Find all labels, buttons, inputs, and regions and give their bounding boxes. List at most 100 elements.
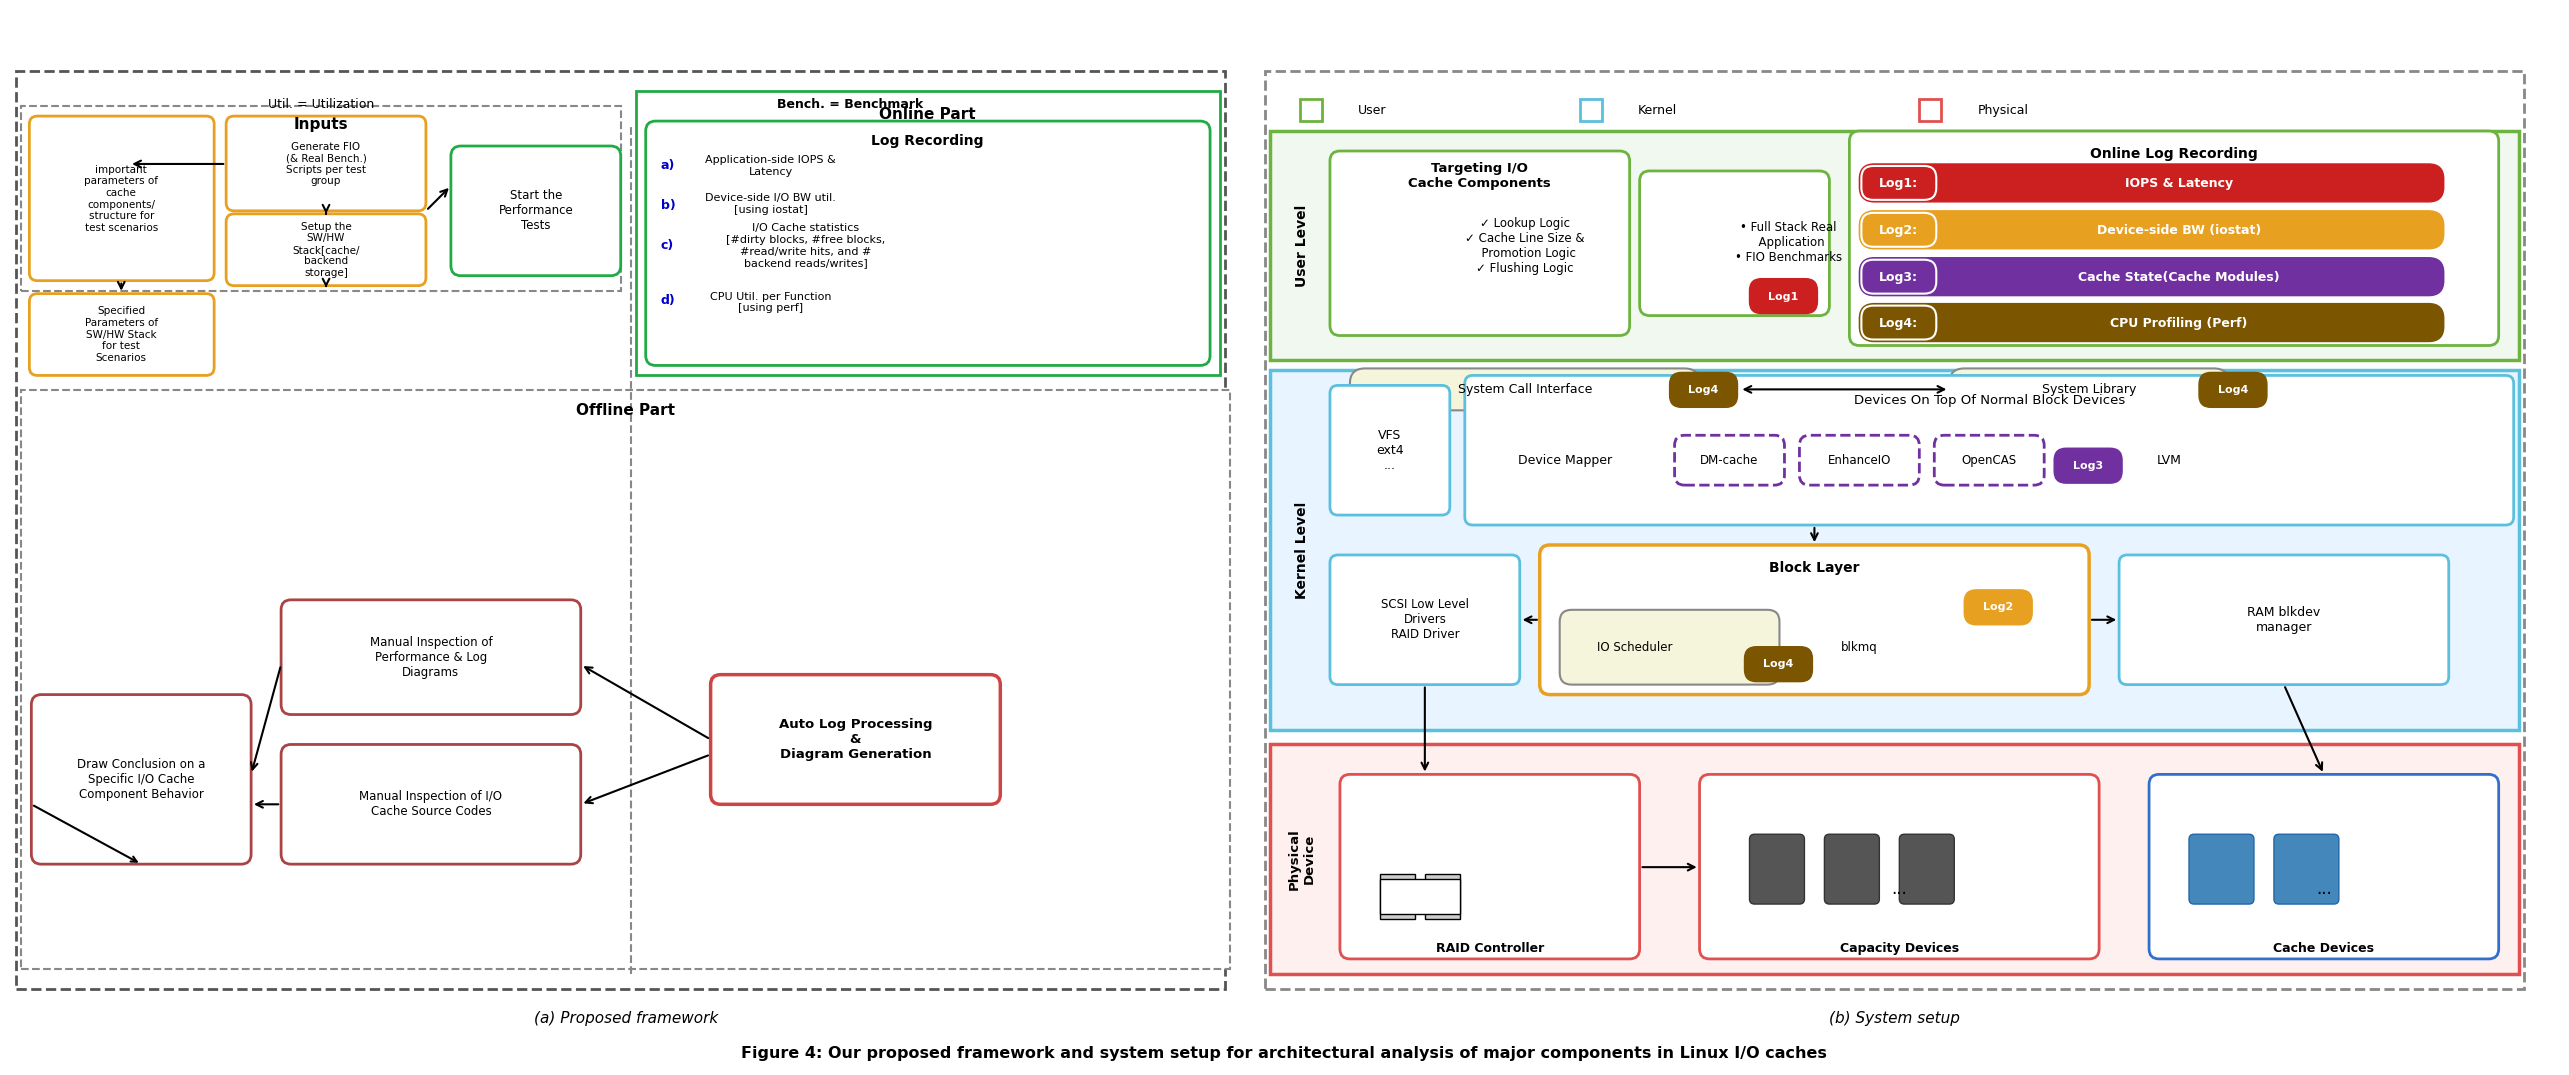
FancyBboxPatch shape xyxy=(1824,834,1881,904)
FancyBboxPatch shape xyxy=(1744,647,1811,682)
FancyBboxPatch shape xyxy=(1860,164,2443,202)
FancyBboxPatch shape xyxy=(1863,305,1937,340)
FancyBboxPatch shape xyxy=(1331,151,1629,335)
Text: Cache State(Cache Modules): Cache State(Cache Modules) xyxy=(2078,271,2279,284)
FancyBboxPatch shape xyxy=(1749,278,1816,314)
FancyBboxPatch shape xyxy=(28,293,213,375)
FancyBboxPatch shape xyxy=(226,116,426,211)
FancyBboxPatch shape xyxy=(2199,372,2266,407)
FancyBboxPatch shape xyxy=(1749,834,1803,904)
Text: Manual Inspection of I/O
Cache Source Codes: Manual Inspection of I/O Cache Source Co… xyxy=(360,790,504,818)
Bar xyxy=(1380,879,1459,914)
Text: RAID Controller: RAID Controller xyxy=(1436,943,1544,956)
Text: Online Log Recording: Online Log Recording xyxy=(2091,147,2258,161)
Text: System Call Interface: System Call Interface xyxy=(1457,383,1593,396)
Bar xyxy=(1426,874,1459,919)
FancyBboxPatch shape xyxy=(1798,435,1919,485)
Text: Manual Inspection of
Performance & Log
Diagrams: Manual Inspection of Performance & Log D… xyxy=(370,636,493,679)
Text: System Library: System Library xyxy=(2042,383,2137,396)
Text: ...: ... xyxy=(1891,880,1906,898)
FancyBboxPatch shape xyxy=(1341,774,1639,959)
Bar xyxy=(1264,71,2523,989)
Text: User Level: User Level xyxy=(1295,204,1310,287)
Bar xyxy=(21,390,1231,969)
FancyBboxPatch shape xyxy=(1934,435,2045,485)
Text: CPU Util. per Function
[using perf]: CPU Util. per Function [using perf] xyxy=(709,291,832,314)
Text: Physical
Device: Physical Device xyxy=(1287,829,1315,890)
Text: Auto Log Processing
&
Diagram Generation: Auto Log Processing & Diagram Generation xyxy=(778,718,933,761)
FancyBboxPatch shape xyxy=(2119,555,2448,685)
Text: VFS
ext4
...: VFS ext4 ... xyxy=(1377,429,1403,472)
Text: Physical: Physical xyxy=(1978,103,2030,116)
FancyBboxPatch shape xyxy=(1950,369,2230,411)
Text: Kernel: Kernel xyxy=(1636,103,1678,116)
Text: Kernel Level: Kernel Level xyxy=(1295,501,1310,599)
Text: Log4: Log4 xyxy=(1688,385,1719,395)
FancyBboxPatch shape xyxy=(1539,545,2089,694)
FancyBboxPatch shape xyxy=(31,694,252,864)
Text: Start the
Performance
Tests: Start the Performance Tests xyxy=(498,189,573,232)
Text: Generate FIO
(& Real Bench.)
Scripts per test
group: Generate FIO (& Real Bench.) Scripts per… xyxy=(285,142,367,186)
FancyBboxPatch shape xyxy=(1850,131,2500,345)
Bar xyxy=(15,71,1225,989)
Text: (b) System setup: (b) System setup xyxy=(1829,1012,1960,1027)
FancyBboxPatch shape xyxy=(2055,448,2122,483)
FancyBboxPatch shape xyxy=(1898,834,1955,904)
Text: (a) Proposed framework: (a) Proposed framework xyxy=(534,1012,717,1027)
FancyBboxPatch shape xyxy=(1670,372,1737,407)
Text: Capacity Devices: Capacity Devices xyxy=(1839,943,1960,956)
Text: Online Part: Online Part xyxy=(879,106,976,121)
Text: d): d) xyxy=(660,295,676,307)
Bar xyxy=(1300,99,1323,121)
Text: CPU Profiling (Perf): CPU Profiling (Perf) xyxy=(2109,317,2248,330)
Text: I/O Cache statistics
[#dirty blocks, #free blocks,
#read/write hits, and #
backe: I/O Cache statistics [#dirty blocks, #fr… xyxy=(727,224,886,268)
FancyBboxPatch shape xyxy=(2189,834,2253,904)
Text: IO Scheduler: IO Scheduler xyxy=(1598,641,1672,655)
Text: Offline Part: Offline Part xyxy=(575,403,676,418)
Text: Log2:: Log2: xyxy=(1881,225,1919,238)
Text: b): b) xyxy=(660,199,676,213)
Text: EnhanceIO: EnhanceIO xyxy=(1827,454,1891,467)
Text: User: User xyxy=(1359,103,1387,116)
Text: Specified
Parameters of
SW/HW Stack
for test
Scenarios: Specified Parameters of SW/HW Stack for … xyxy=(85,306,157,362)
Text: important
parameters of
cache
components/
structure for
test scenarios: important parameters of cache components… xyxy=(85,164,159,233)
Text: Log Recording: Log Recording xyxy=(871,134,984,148)
Text: Block Layer: Block Layer xyxy=(1770,561,1860,575)
Text: Devices On Top Of Normal Block Devices: Devices On Top Of Normal Block Devices xyxy=(1855,393,2125,406)
Text: Log1:: Log1: xyxy=(1881,177,1919,190)
Bar xyxy=(635,91,1220,375)
Text: c): c) xyxy=(660,240,673,253)
FancyBboxPatch shape xyxy=(280,745,581,864)
Text: Log4: Log4 xyxy=(1762,659,1793,669)
Text: SCSI Low Level
Drivers
RAID Driver: SCSI Low Level Drivers RAID Driver xyxy=(1382,599,1469,642)
Text: Device-side I/O BW util.
[using iostat]: Device-side I/O BW util. [using iostat] xyxy=(704,194,835,215)
Text: Log4: Log4 xyxy=(2217,385,2248,395)
Bar xyxy=(21,106,622,290)
Bar xyxy=(1380,874,1416,919)
Text: Bench. = Benchmark: Bench. = Benchmark xyxy=(778,98,925,111)
FancyBboxPatch shape xyxy=(1863,260,1937,293)
FancyBboxPatch shape xyxy=(452,146,622,275)
Text: Log4:: Log4: xyxy=(1881,317,1919,330)
FancyBboxPatch shape xyxy=(1331,386,1449,515)
Text: Setup the
SW/HW
Stack[cache/
backend
storage]: Setup the SW/HW Stack[cache/ backend sto… xyxy=(293,221,360,278)
Text: DM-cache: DM-cache xyxy=(1701,454,1760,467)
Text: Log3:: Log3: xyxy=(1881,271,1919,284)
Text: • Full Stack Real
  Application
• FIO Benchmarks: • Full Stack Real Application • FIO Benc… xyxy=(1734,221,1842,264)
Text: Log1: Log1 xyxy=(1767,291,1798,302)
Bar xyxy=(1919,99,1942,121)
FancyBboxPatch shape xyxy=(1464,375,2512,525)
Text: Application-side IOPS &
Latency: Application-side IOPS & Latency xyxy=(704,155,835,176)
Bar xyxy=(1269,371,2518,730)
Bar xyxy=(1269,745,2518,974)
FancyBboxPatch shape xyxy=(712,675,999,804)
Text: Inputs: Inputs xyxy=(293,116,349,131)
FancyBboxPatch shape xyxy=(1639,171,1829,316)
Text: LVM: LVM xyxy=(2155,454,2181,467)
FancyBboxPatch shape xyxy=(2150,774,2500,959)
Bar xyxy=(1580,99,1600,121)
Text: OpenCAS: OpenCAS xyxy=(1963,454,2017,467)
FancyBboxPatch shape xyxy=(1331,555,1521,685)
FancyBboxPatch shape xyxy=(1965,590,2032,625)
FancyBboxPatch shape xyxy=(1860,211,2443,248)
